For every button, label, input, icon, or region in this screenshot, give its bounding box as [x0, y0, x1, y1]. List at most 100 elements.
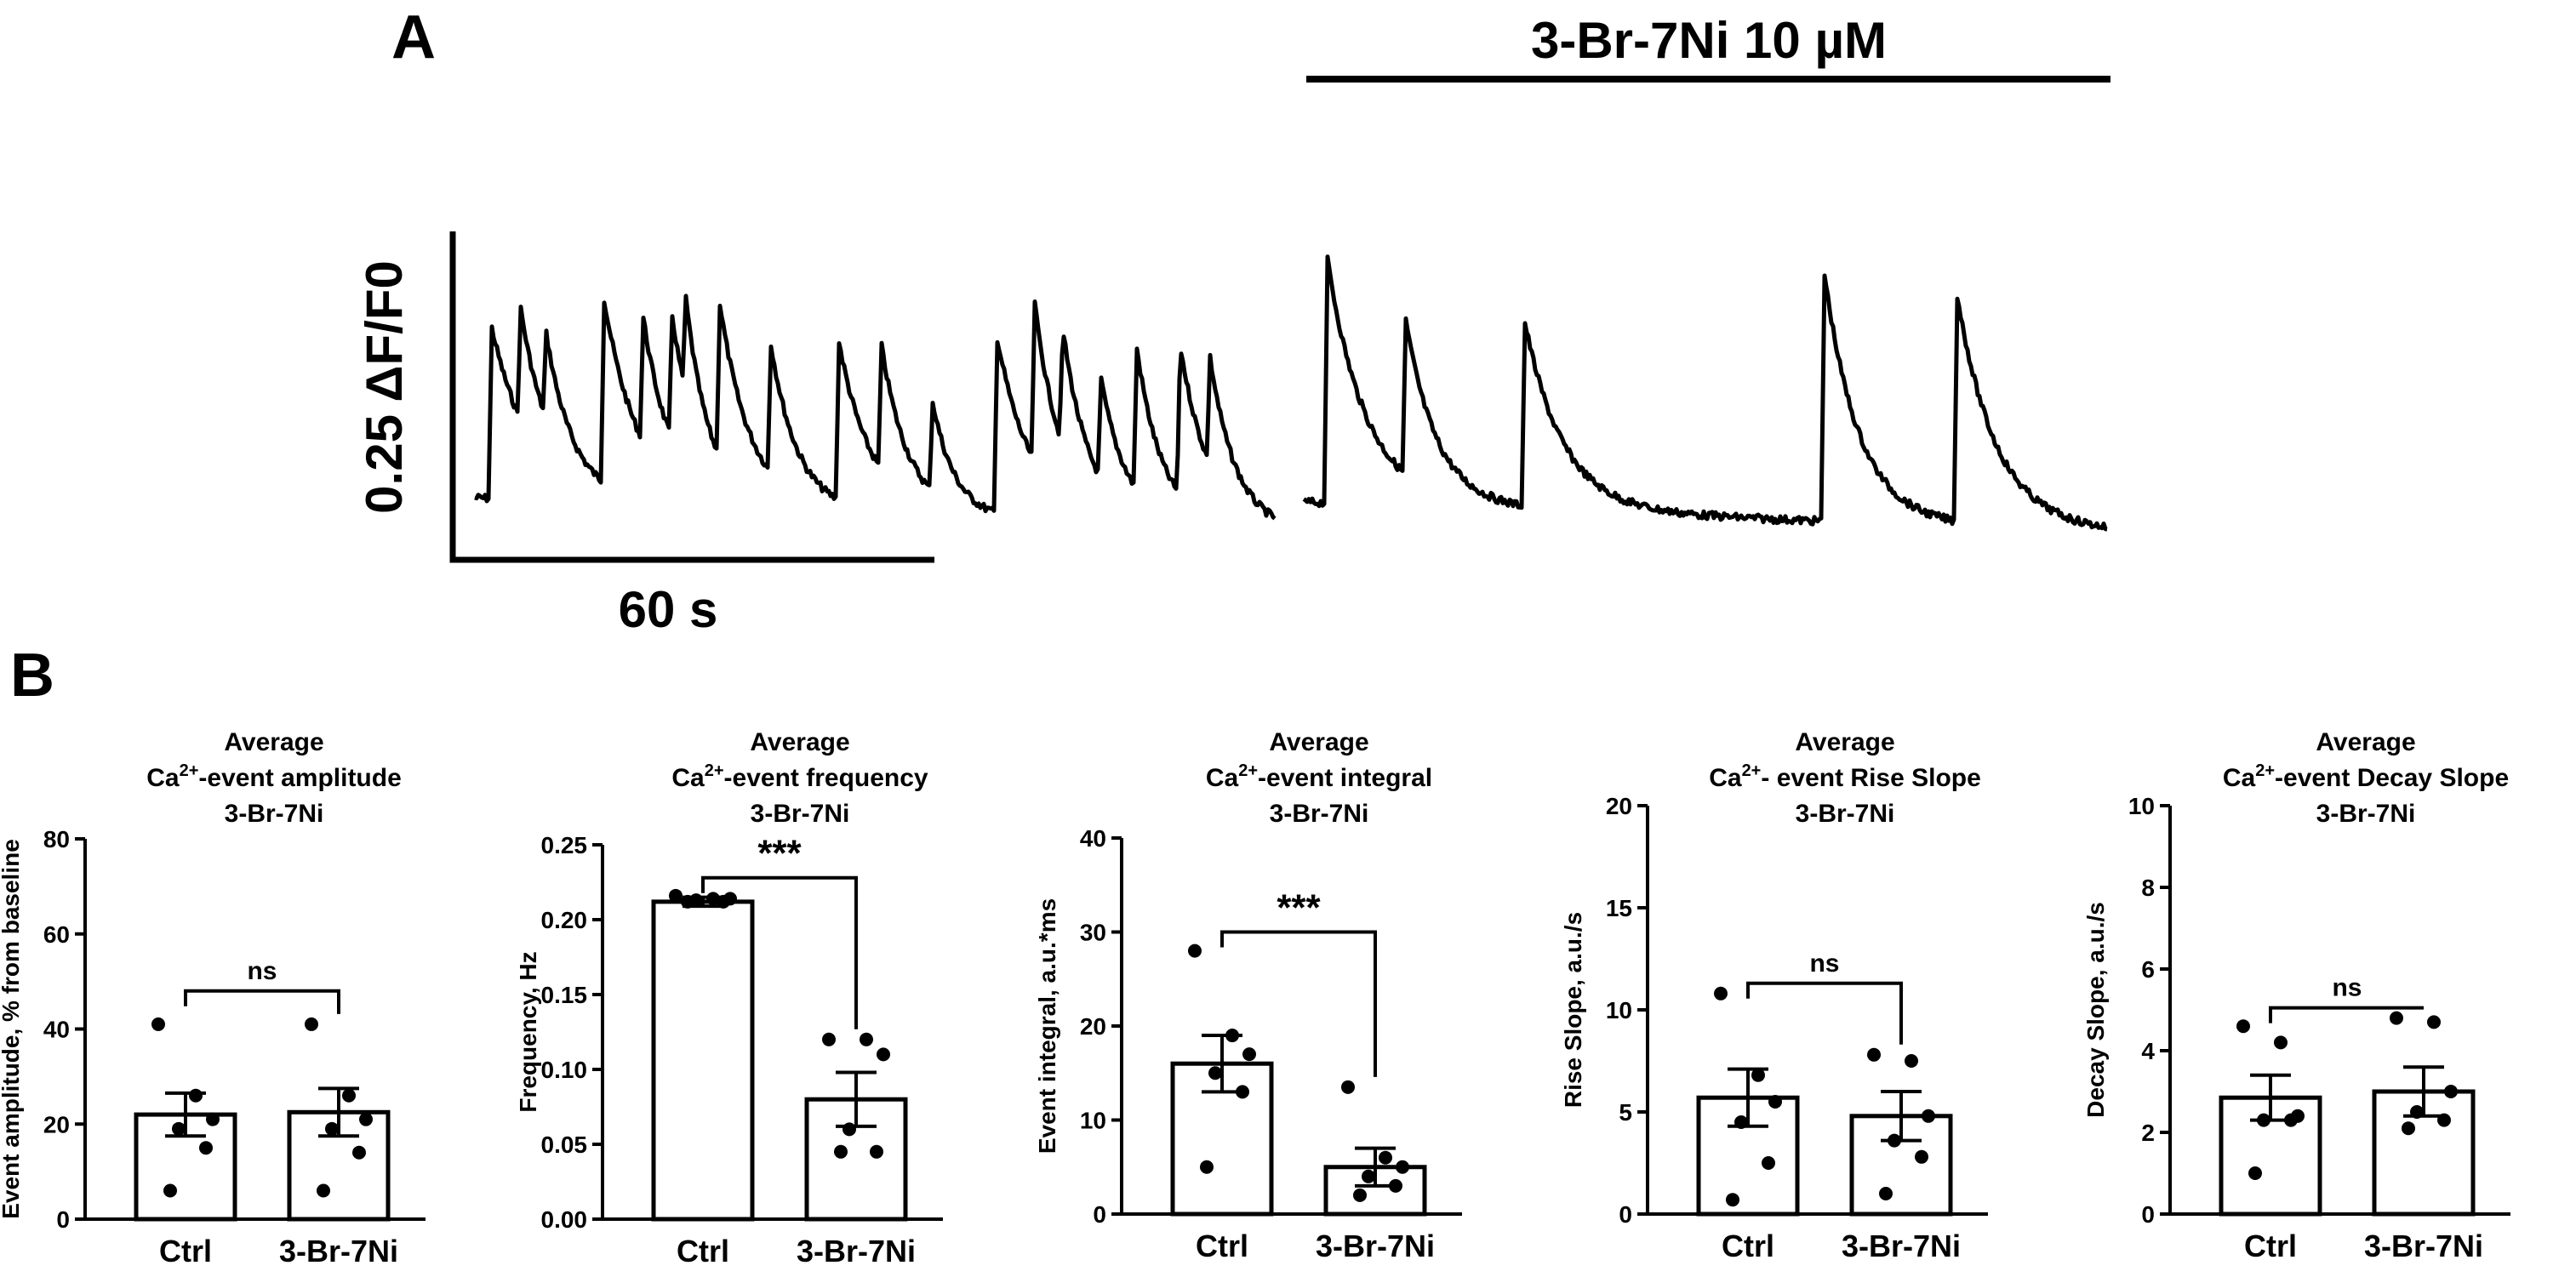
chart-title-line: 3-Br-7Ni	[751, 800, 850, 828]
data-point	[305, 1017, 318, 1031]
y-tick-label: 10	[1606, 997, 1632, 1023]
y-tick-label: 30	[1080, 920, 1106, 946]
data-point	[2402, 1121, 2415, 1136]
chart-title-line: 3-Br-7Ni	[225, 800, 324, 828]
y-tick-label: 0.00	[541, 1206, 588, 1233]
y-tick-label: 0	[2141, 1201, 2155, 1228]
treatment-label: 3-Br-7Ni 10 µM	[1531, 12, 1887, 69]
data-point	[1225, 1029, 1239, 1043]
chart-title-line: Ca2+-event Decay Slope	[2223, 761, 2509, 792]
data-point	[2410, 1105, 2424, 1119]
y-axis-label: Event amplitude, % from baseline	[0, 839, 24, 1219]
trace-control	[474, 294, 1277, 521]
data-point	[172, 1121, 186, 1136]
chart-5: Average Ca2+-event Decay Slope 3-Br-7Ni 0 2 4…	[2082, 728, 2510, 1263]
data-point	[1353, 1188, 1367, 1202]
y-axis-label: Rise Slope, a.u./s	[1560, 912, 1586, 1108]
y-tick-label: 0	[56, 1206, 70, 1233]
y-tick-label: 0.25	[541, 832, 588, 858]
y-tick-label: 8	[2141, 875, 2155, 901]
data-point	[2444, 1085, 2458, 1098]
data-point	[163, 1183, 177, 1198]
chart-2: Average Ca2+-event frequency 3-Br-7Ni 0.00 0…	[515, 728, 943, 1268]
y-tick-label: 0	[1619, 1201, 1632, 1228]
data-point	[206, 1112, 220, 1126]
y-tick-label: 6	[2141, 956, 2155, 983]
significance-label: ns	[2332, 974, 2362, 1002]
scale-bar	[449, 231, 934, 563]
y-tick-label: 0.15	[541, 982, 588, 1008]
y-tick-label: 0.20	[541, 907, 588, 933]
y-axis-label: Event integral, a.u.*ms	[1034, 898, 1060, 1154]
data-point	[2390, 1011, 2403, 1025]
data-point	[877, 1047, 890, 1062]
data-point	[2437, 1113, 2451, 1127]
y-tick-label: 40	[1080, 825, 1106, 852]
y-axis-label: Decay Slope, a.u./s	[2082, 902, 2109, 1118]
data-point	[1341, 1080, 1355, 1094]
data-point	[359, 1112, 373, 1126]
significance-label: ns	[1809, 949, 1839, 978]
chart-title-line: 3-Br-7Ni	[2316, 800, 2416, 828]
y-tick-label: 0.05	[541, 1132, 588, 1158]
trace-treatment	[1302, 254, 2108, 532]
category-label: Ctrl	[677, 1234, 729, 1268]
panel-a-letter: A	[391, 3, 436, 71]
data-point	[681, 894, 694, 909]
category-label: 3-Br-7Ni	[1316, 1229, 1435, 1263]
y-tick-label: 0	[1093, 1201, 1106, 1228]
data-point	[1867, 1047, 1881, 1062]
data-point	[2274, 1035, 2288, 1050]
data-point	[151, 1017, 165, 1031]
category-label: Ctrl	[2244, 1229, 2297, 1263]
data-point	[317, 1183, 330, 1198]
data-point	[669, 888, 683, 903]
panel-b-letter: B	[10, 641, 54, 710]
significance-bracket	[1220, 930, 1377, 1077]
chart-1: Average Ca2+-event amplitude 3-Br-7Ni 0 20 40…	[0, 728, 426, 1268]
significance-bracket	[701, 875, 858, 1029]
data-point	[1762, 1156, 1775, 1170]
y-tick-label: 4	[2141, 1038, 2155, 1064]
data-point	[1236, 1085, 1249, 1099]
y-tick-label: 20	[43, 1111, 70, 1137]
data-point	[706, 892, 720, 906]
data-point	[1734, 1115, 1748, 1129]
data-point	[342, 1088, 356, 1103]
significance-bracket	[1746, 981, 1903, 1045]
chart-title-line: Ca2+-event frequency	[671, 761, 928, 792]
y-tick-label: 20	[1606, 793, 1632, 819]
y-tick-label: 60	[43, 921, 70, 948]
y-tick-label: 20	[1080, 1013, 1106, 1040]
data-point	[2427, 1015, 2441, 1029]
data-point	[1768, 1095, 1782, 1109]
scale-y-label: 0.25 ΔF/F0	[356, 260, 413, 514]
data-point	[1714, 986, 1728, 1001]
data-point	[352, 1145, 366, 1160]
category-label: 3-Br-7Ni	[797, 1234, 916, 1268]
data-point	[1208, 1066, 1222, 1080]
data-point	[1188, 943, 1202, 958]
y-tick-label: 80	[43, 826, 70, 852]
y-axis-label: Frequency, Hz	[515, 951, 541, 1112]
chart-4: Average Ca2+- event Rise Slope 3-Br-7Ni 0 5 1…	[1560, 728, 1988, 1263]
category-label: 3-Br-7Ni	[2364, 1229, 2483, 1263]
chart-3: Average Ca2+-event integral 3-Br-7Ni 0 10 20 3…	[1034, 728, 1462, 1263]
data-point	[1200, 1160, 1214, 1174]
data-point	[199, 1141, 213, 1155]
data-point	[860, 1032, 873, 1046]
data-point	[834, 1144, 848, 1159]
data-point	[189, 1088, 203, 1103]
data-point	[1879, 1187, 1893, 1200]
data-point	[1379, 1150, 1392, 1165]
data-point	[1888, 1133, 1901, 1148]
bar-ctrl	[651, 899, 755, 1222]
data-point	[870, 1144, 883, 1159]
data-point	[1905, 1054, 1918, 1068]
data-point	[1915, 1149, 1928, 1164]
data-point	[1389, 1178, 1402, 1193]
chart-title-line: 3-Br-7Ni	[1796, 800, 1895, 828]
data-point	[2284, 1113, 2298, 1127]
category-label: Ctrl	[159, 1234, 212, 1268]
